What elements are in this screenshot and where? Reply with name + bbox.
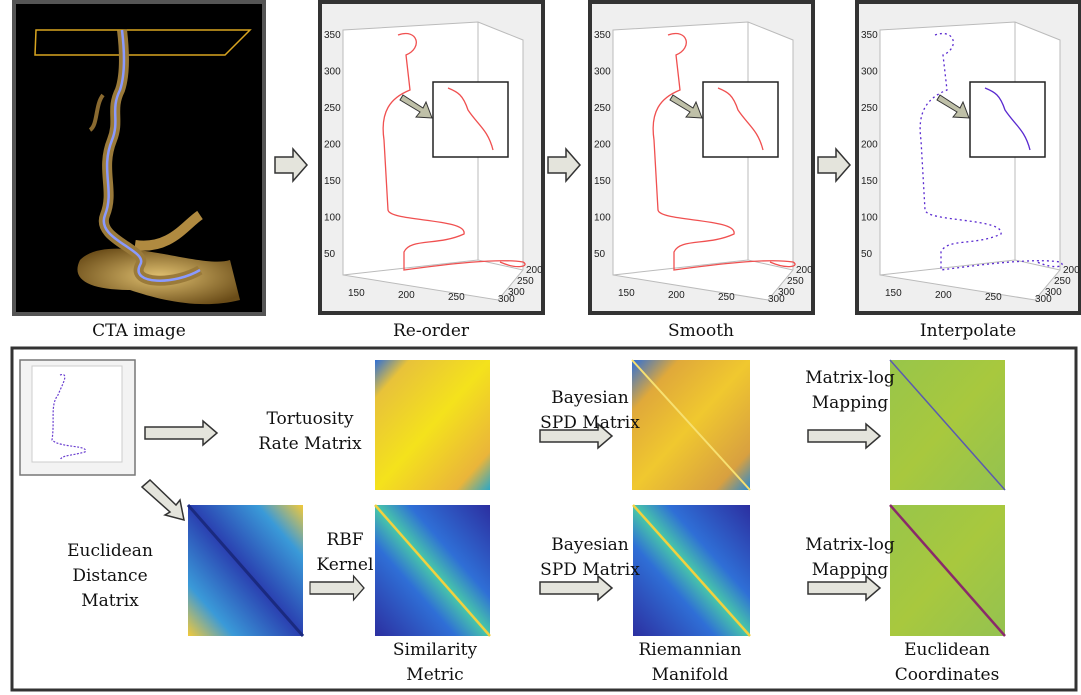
arrow: [275, 149, 307, 181]
y-tick-label: 50: [594, 249, 606, 260]
z-tick-label: 300: [1045, 287, 1062, 298]
x-tick-label: 250: [448, 292, 465, 303]
y-tick-label: 200: [861, 140, 878, 151]
axes-box: [613, 22, 793, 300]
step-label: Metric: [406, 665, 463, 685]
x-tick-label: 200: [668, 290, 685, 301]
z-tick-label: 250: [1054, 276, 1071, 287]
z-tick-label: 200: [796, 265, 813, 276]
step-label: Bayesian: [551, 535, 629, 555]
step-label: RBF: [326, 530, 363, 550]
y-tick-label: 150: [594, 176, 611, 187]
y-tick-label: 300: [861, 67, 878, 78]
zoom-inset: [433, 82, 508, 157]
y-tick-label: 200: [594, 140, 611, 151]
caption: Re-order: [393, 321, 470, 341]
y-tick-label: 150: [861, 176, 878, 187]
x-tick-label: 150: [618, 288, 635, 299]
arrow: [818, 149, 850, 181]
step-label: Matrix-log: [805, 535, 895, 555]
step-label: Mapping: [812, 393, 889, 413]
y-tick-label: 250: [324, 103, 341, 114]
arrow: [145, 421, 217, 445]
z-tick-label: 300: [508, 287, 525, 298]
y-tick-label: 50: [324, 249, 336, 260]
step-label: Coordinates: [895, 665, 1000, 685]
caption: Smooth: [668, 321, 734, 341]
arrow: [548, 149, 580, 181]
y-tick-label: 100: [861, 213, 878, 224]
step-label: Similarity: [393, 640, 478, 660]
y-tick-label: 250: [861, 103, 878, 114]
figure: CTA image 350300250200150100501502002503…: [0, 0, 1081, 695]
y-tick-label: 150: [324, 176, 341, 187]
y-tick-label: 50: [861, 249, 873, 260]
thumbnail: [20, 360, 135, 475]
step-label: Matrix: [81, 591, 139, 611]
step-label: Riemannian: [639, 640, 742, 660]
z-tick-label: 200: [1063, 265, 1080, 276]
caption: CTA image: [92, 321, 186, 341]
step-label: Mapping: [812, 560, 889, 580]
zoom-inset: [703, 82, 778, 157]
zoom-inset: [970, 82, 1045, 157]
step-label: SPD Matrix: [540, 413, 640, 433]
y-tick-label: 250: [594, 103, 611, 114]
arrow: [142, 480, 184, 520]
cta-panel: [14, 2, 264, 314]
x-tick-label: 250: [718, 292, 735, 303]
caption: Interpolate: [920, 321, 1016, 341]
arrow: [808, 424, 880, 448]
step-label: Tortuosity: [267, 409, 354, 429]
step-label: Distance: [72, 566, 147, 586]
y-tick-label: 100: [324, 213, 341, 224]
arrow: [310, 576, 364, 600]
step-label: Bayesian: [551, 388, 629, 408]
y-tick-label: 100: [594, 213, 611, 224]
step-label: SPD Matrix: [540, 560, 640, 580]
x-tick-label: 250: [985, 292, 1002, 303]
y-tick-label: 200: [324, 140, 341, 151]
x-tick-label: 150: [348, 288, 365, 299]
y-tick-label: 300: [594, 67, 611, 78]
y-tick-label: 300: [324, 67, 341, 78]
step-label: Euclidean: [67, 541, 153, 561]
step-label: Kernel: [317, 555, 374, 575]
step-label: Rate Matrix: [258, 434, 362, 454]
x-tick-label: 150: [885, 288, 902, 299]
x-tick-label: 200: [935, 290, 952, 301]
y-tick-label: 350: [324, 30, 341, 41]
step-label: Manifold: [652, 665, 729, 685]
step-label: Matrix-log: [805, 368, 895, 388]
y-tick-label: 350: [861, 30, 878, 41]
y-tick-label: 350: [594, 30, 611, 41]
axes-box: [343, 22, 523, 300]
axes-box: [880, 22, 1060, 300]
step-label: Euclidean: [904, 640, 990, 660]
x-tick-label: 200: [398, 290, 415, 301]
z-tick-label: 300: [778, 287, 795, 298]
z-tick-label: 250: [517, 276, 534, 287]
z-tick-label: 250: [787, 276, 804, 287]
z-tick-label: 200: [526, 265, 543, 276]
matrix: [375, 360, 490, 490]
